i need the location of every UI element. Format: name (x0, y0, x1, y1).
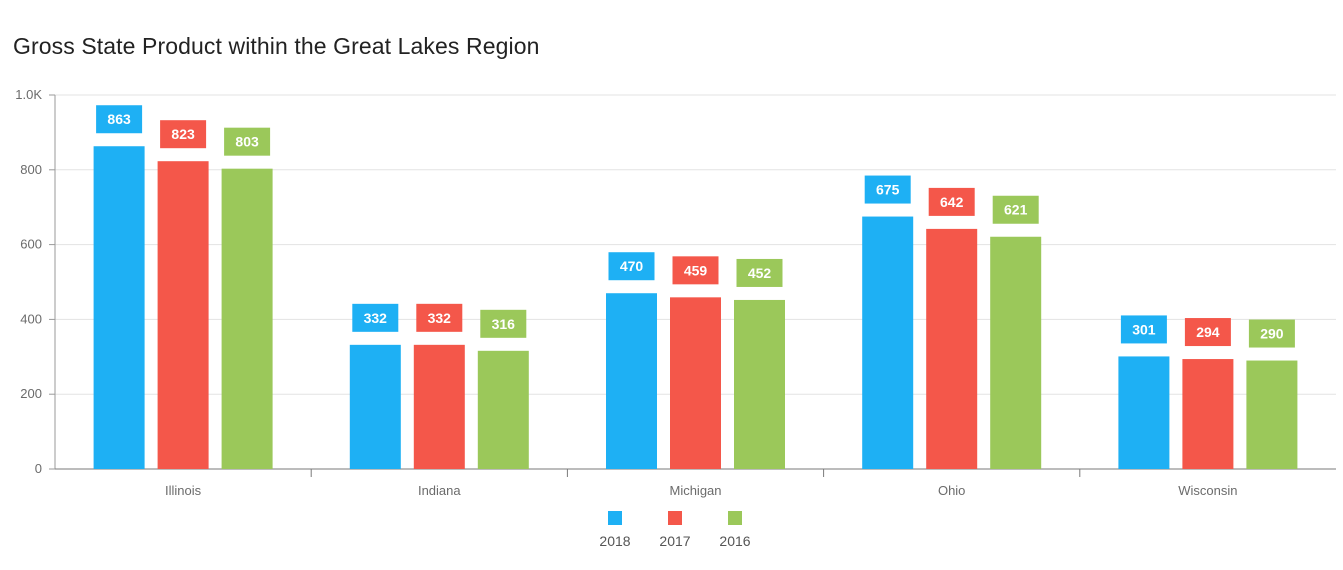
data-label-box (1248, 319, 1295, 348)
data-label-box (160, 120, 207, 149)
data-label-box (864, 175, 911, 204)
data-label: 863 (107, 111, 131, 127)
data-label-box (928, 187, 975, 216)
legend-label-2018[interactable]: 2018 (599, 533, 630, 549)
bar-2018[interactable] (93, 146, 145, 469)
legend-swatch-2018[interactable] (608, 511, 622, 525)
y-tick-label: 1.0K (15, 87, 42, 102)
data-label-box (96, 105, 143, 134)
bar-2016[interactable] (1246, 360, 1298, 469)
data-label-box (1120, 315, 1167, 344)
x-tick-label: Indiana (418, 483, 461, 498)
data-label: 675 (876, 182, 900, 198)
y-tick-label: 0 (35, 461, 42, 476)
data-label-box (1184, 318, 1231, 347)
bar-2016[interactable] (990, 236, 1042, 469)
data-label-box (608, 252, 655, 281)
bar-2017[interactable] (1182, 359, 1234, 469)
data-label: 621 (1004, 202, 1028, 218)
y-tick-label: 800 (20, 162, 42, 177)
bar-2018[interactable] (862, 216, 914, 469)
data-label-box (992, 195, 1039, 224)
bar-2017[interactable] (157, 161, 209, 469)
bar-2018[interactable] (349, 344, 401, 469)
x-tick-label: Michigan (669, 483, 721, 498)
bar-2017[interactable] (670, 297, 721, 469)
data-label: 301 (1132, 321, 1156, 337)
data-label-box (672, 256, 719, 285)
x-tick-label: Illinois (165, 483, 202, 498)
data-label: 823 (171, 126, 195, 142)
legend-label-2016[interactable]: 2016 (719, 533, 750, 549)
data-label-box (224, 127, 271, 156)
bar-2017[interactable] (413, 344, 465, 469)
data-label: 642 (940, 194, 964, 210)
legend-label-2017[interactable]: 2017 (659, 533, 690, 549)
y-tick-label: 600 (20, 237, 42, 252)
data-label: 459 (684, 262, 708, 278)
legend-swatch-2017[interactable] (668, 511, 682, 525)
bar-2018[interactable] (606, 293, 657, 469)
data-label: 316 (492, 316, 516, 332)
data-label: 803 (235, 134, 259, 150)
data-label: 290 (1260, 326, 1284, 342)
bar-2016[interactable] (734, 299, 785, 469)
bar-2016[interactable] (477, 350, 529, 469)
data-label-box (736, 258, 783, 287)
bar-2018[interactable] (1118, 356, 1170, 469)
data-label: 332 (364, 310, 388, 326)
y-tick-label: 400 (20, 311, 42, 326)
data-label: 452 (748, 265, 772, 281)
chart-title: Gross State Product within the Great Lak… (13, 33, 540, 59)
x-tick-label: Wisconsin (1178, 483, 1237, 498)
bar-2017[interactable] (926, 228, 978, 469)
x-tick-label: Ohio (938, 483, 965, 498)
y-tick-label: 200 (20, 386, 42, 401)
legend-swatch-2016[interactable] (728, 511, 742, 525)
data-label: 294 (1196, 324, 1220, 340)
bar-2016[interactable] (221, 168, 273, 470)
data-label: 332 (428, 310, 452, 326)
data-label-box (416, 303, 463, 332)
data-label-box (352, 303, 399, 332)
data-label-box (480, 309, 527, 338)
data-label: 470 (620, 258, 644, 274)
